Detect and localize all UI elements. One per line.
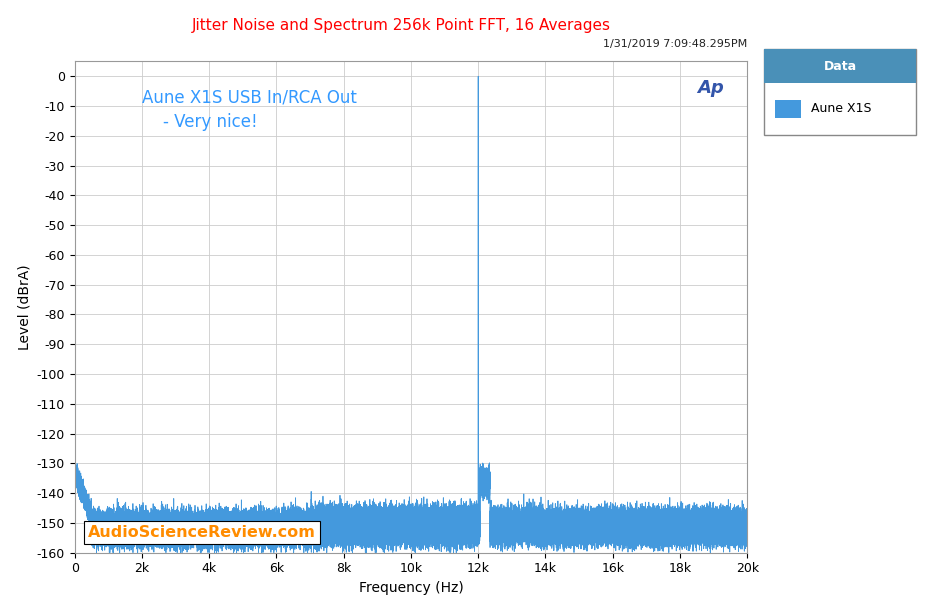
- Text: 1/31/2019 7:09:48.295PM: 1/31/2019 7:09:48.295PM: [603, 39, 747, 49]
- Text: Aune X1S: Aune X1S: [811, 103, 871, 115]
- Text: Data: Data: [824, 60, 856, 72]
- Text: AudioScienceReview.com: AudioScienceReview.com: [88, 526, 316, 540]
- X-axis label: Frequency (Hz): Frequency (Hz): [359, 581, 463, 595]
- Y-axis label: Level (dBrA): Level (dBrA): [17, 264, 31, 350]
- Text: Jitter Noise and Spectrum 256k Point FFT, 16 Averages: Jitter Noise and Spectrum 256k Point FFT…: [192, 18, 611, 33]
- Text: Aune X1S USB In/RCA Out: Aune X1S USB In/RCA Out: [142, 88, 357, 106]
- Text: - Very nice!: - Very nice!: [142, 113, 258, 131]
- Text: Ap: Ap: [697, 79, 724, 96]
